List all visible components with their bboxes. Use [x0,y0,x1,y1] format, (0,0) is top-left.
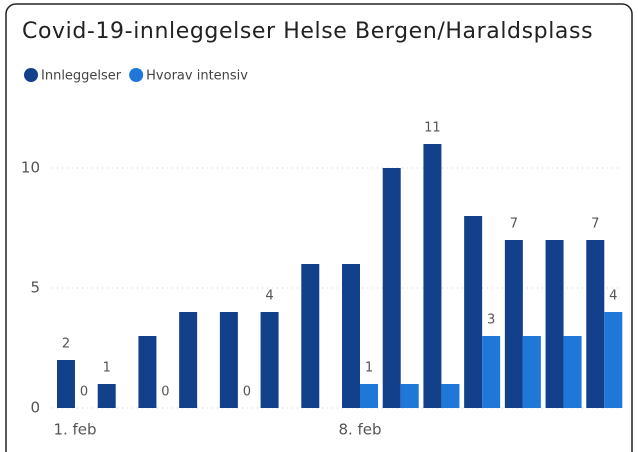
bar [464,216,483,408]
data-label: 0 [161,385,169,400]
x-tick-label: 1. feb [53,421,96,439]
legend-label: Hvorav intensiv [146,69,248,84]
bar [57,360,75,408]
bar [138,336,157,408]
data-label: 0 [80,385,88,400]
bar [97,384,116,408]
chart-title: Covid-19-innleggelser Helse Bergen/Haral… [22,19,593,44]
bar [301,264,320,408]
bar [586,240,605,408]
bar [545,240,564,408]
bar [441,384,460,408]
bar [342,264,360,408]
legend-label: Innleggelser [41,69,122,84]
data-label: 4 [609,289,617,304]
data-label: 0 [243,385,251,400]
x-tick-label: 8. feb [338,421,381,439]
bar [482,336,501,408]
y-tick-label: 0 [30,399,40,417]
legend-swatch [24,68,38,82]
bar [504,240,523,408]
bar [423,144,442,408]
data-label: 2 [62,337,70,352]
bar [360,384,378,408]
y-tick-label: 5 [30,279,40,297]
bar [563,336,582,408]
bar [260,312,279,408]
data-label: 1 [365,361,373,376]
data-label: 3 [487,313,495,328]
bar [219,312,238,408]
data-label: 4 [265,289,273,304]
bar [604,312,623,408]
y-tick-label: 10 [21,159,40,177]
data-label: 1 [103,361,111,376]
bar [522,336,541,408]
bar [400,384,419,408]
bar [179,312,198,408]
data-label: 11 [424,121,441,136]
legend-swatch [129,68,144,82]
bar [382,168,401,408]
data-label: 7 [591,217,599,232]
data-label: 7 [510,217,518,232]
